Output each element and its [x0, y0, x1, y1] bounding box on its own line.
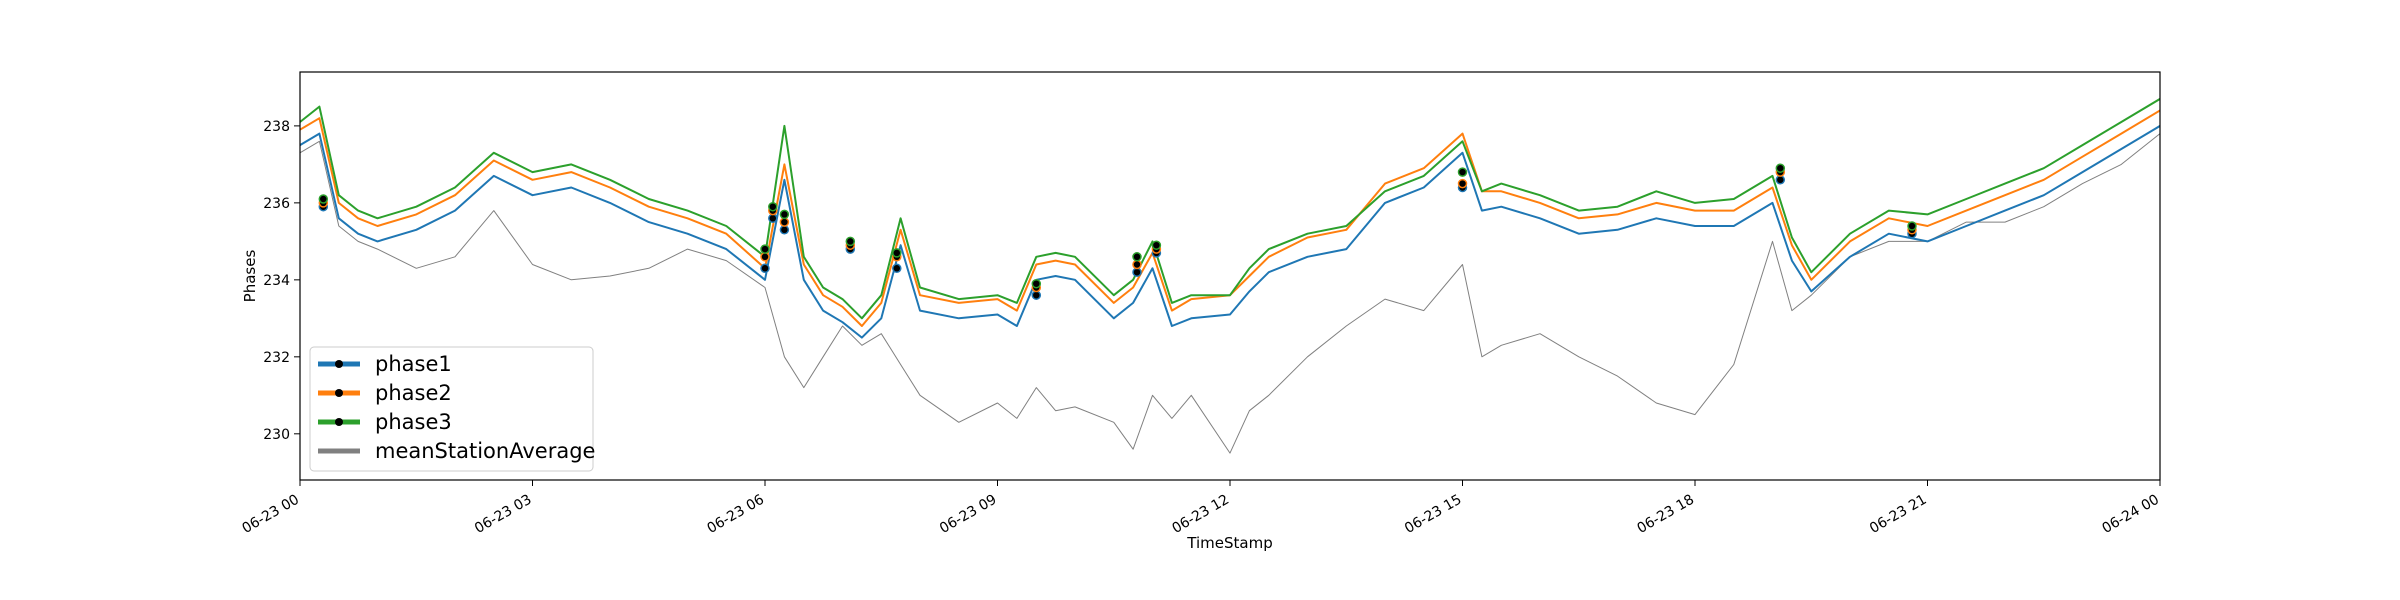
marker-point [1151, 240, 1162, 250]
marker-point [1031, 278, 1042, 289]
marker-point [1775, 163, 1786, 173]
legend-marker-phase1 [335, 360, 343, 368]
marker-point [1031, 290, 1042, 300]
legend-label-phase3: phase3 [375, 410, 452, 434]
marker-point [1132, 252, 1142, 262]
x-tick-label: 06-23 21 [1867, 492, 1930, 537]
x-tick-label: 06-23 06 [704, 492, 767, 537]
marker-point [779, 209, 790, 220]
x-axis: 06-23 00 06-23 03 06-23 06 06-23 09 06-23 12… [239, 480, 2162, 537]
marker-layer [318, 163, 1917, 300]
x-tick-label: 06-23 03 [472, 492, 535, 537]
marker-point [779, 217, 790, 227]
legend-marker-phase2 [335, 389, 343, 397]
x-tick-label: 06-23 09 [937, 492, 1000, 537]
legend-label-phase2: phase2 [375, 381, 452, 405]
marker-point [768, 213, 778, 224]
x-tick-label: 06-23 00 [239, 492, 302, 537]
x-tick-label: 06-23 18 [1634, 492, 1697, 537]
series-layer [299, 98, 2161, 454]
marker-point [318, 194, 329, 204]
marker-point [845, 236, 856, 247]
x-tick-label: 06-23 12 [1169, 492, 1232, 537]
x-tick-label: 06-23 15 [1402, 492, 1465, 537]
x-tick-label: 06-24 00 [2099, 492, 2162, 537]
legend-box [309, 346, 594, 472]
marker-point [1457, 167, 1468, 177]
marker-point [760, 252, 770, 262]
y-tick-label: 230 [263, 427, 290, 443]
marker-point [1132, 267, 1142, 277]
y-tick-label: 232 [263, 350, 290, 366]
y-tick-label: 236 [263, 196, 290, 212]
marker-point [892, 263, 902, 274]
series-line-phase1 [299, 125, 2161, 339]
legend: phase1 phase2 phase3 meanStationAverage [309, 346, 595, 472]
y-tick-label: 234 [263, 273, 290, 289]
legend-label-phase1: phase1 [375, 352, 452, 376]
marker-point [760, 263, 770, 274]
marker-point [760, 244, 770, 254]
marker-point [1907, 221, 1917, 231]
legend-label-mean-station-average: meanStationAverage [375, 439, 595, 463]
marker-point [1132, 259, 1142, 270]
series-line-phase3 [299, 98, 2161, 320]
x-axis-title: TimeStamp [1186, 534, 1272, 552]
y-axis-title: Phases [241, 250, 259, 303]
marker-point [768, 201, 778, 212]
marker-point [892, 248, 902, 258]
marker-point [779, 225, 790, 235]
y-tick-label: 238 [263, 119, 290, 135]
marker-point [1775, 175, 1786, 185]
marker-point [1457, 178, 1468, 189]
legend-marker-phase3 [335, 418, 343, 426]
series-line-phase2 [299, 109, 2161, 327]
y-axis: 230 232 234 236 238 [263, 119, 300, 443]
series-line-meanStationAverage [299, 133, 2161, 454]
